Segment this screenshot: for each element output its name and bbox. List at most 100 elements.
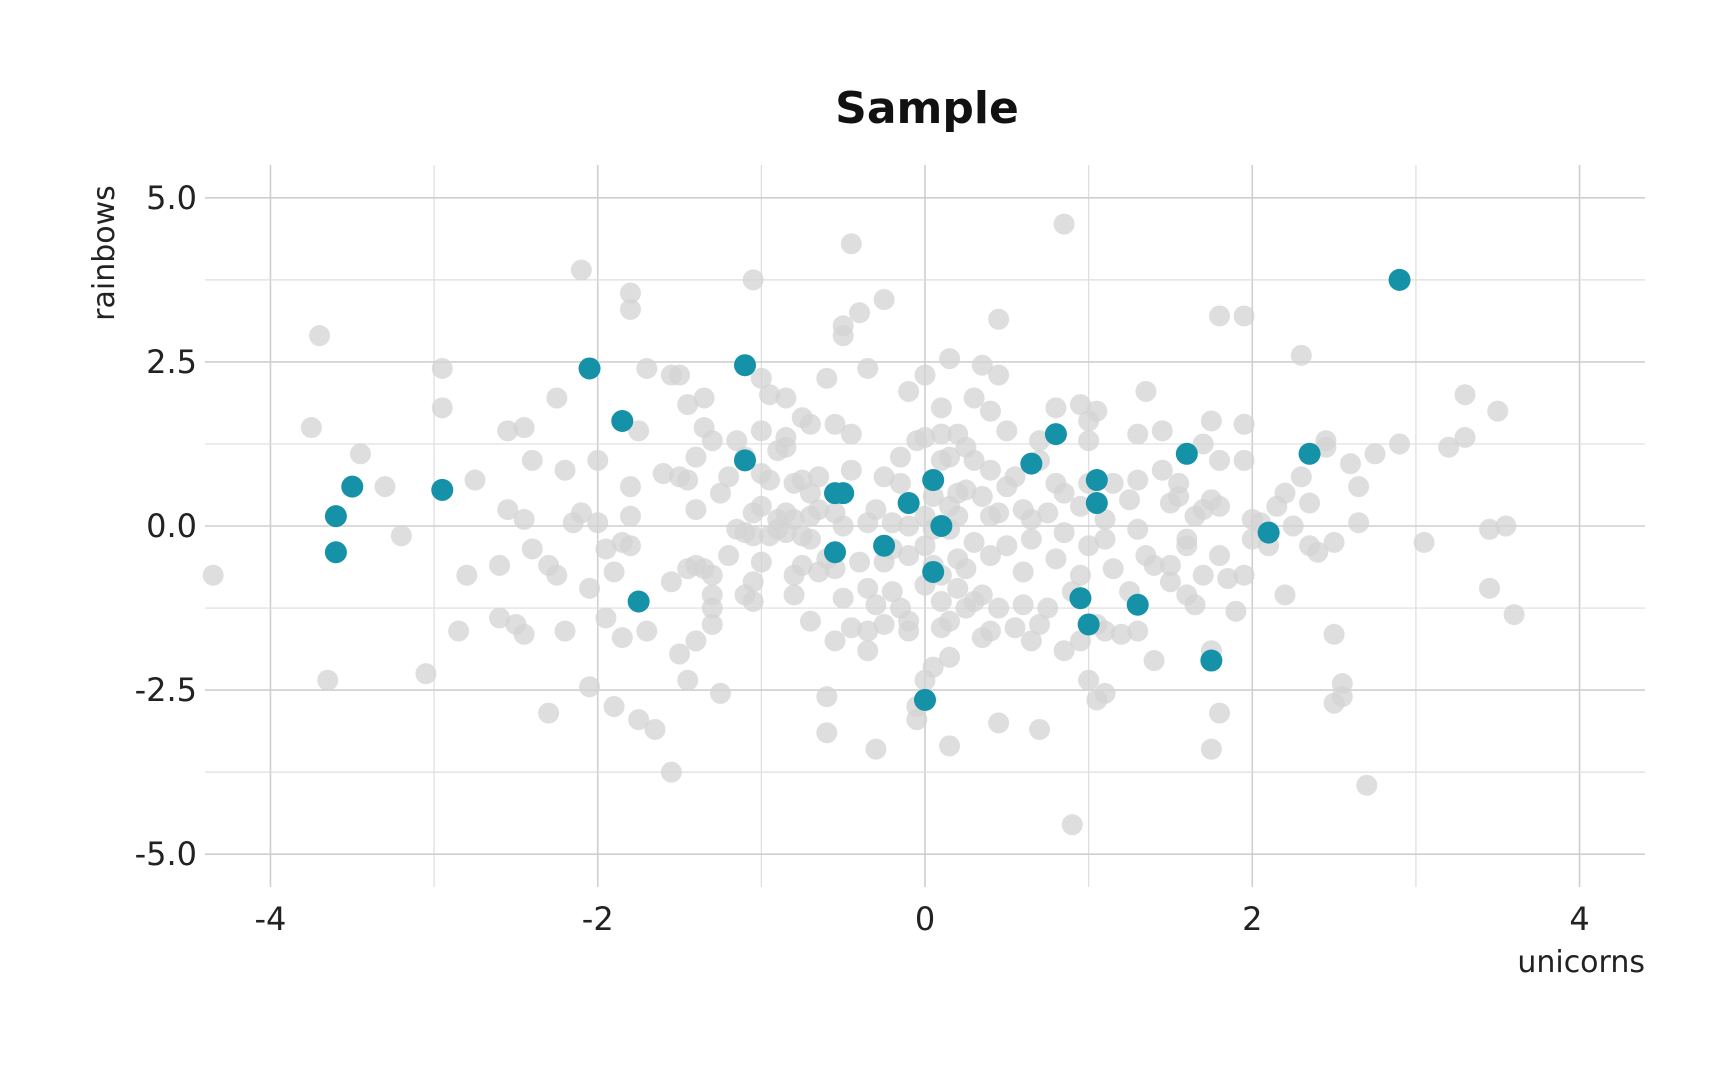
data-point [1127,423,1149,445]
data-point [685,630,707,652]
data-point [1364,443,1386,465]
data-point [1454,426,1476,448]
data-point [988,308,1010,330]
data-point [1135,380,1157,402]
data-point [1037,502,1059,524]
data-point [832,515,854,537]
data-point [808,466,830,488]
data-point [898,515,920,537]
data-point [677,469,699,491]
data-point [497,499,519,521]
data-point [1094,682,1116,704]
data-point [865,738,887,760]
data-point [415,663,437,685]
data-point [873,466,895,488]
data-point [881,581,903,603]
highlighted-points [324,268,1411,711]
data-point [1454,384,1476,406]
data-point [1315,430,1337,452]
data-point [579,676,601,698]
data-point [636,357,658,379]
data-point [1045,397,1067,419]
data-point [1479,518,1501,540]
data-point [1053,482,1075,504]
highlighted-data-point [1257,521,1280,544]
data-point [448,620,470,642]
data-point [1069,564,1091,586]
data-point [955,558,977,580]
x-axis-label: unicorns [1517,945,1645,980]
highlighted-data-point [611,409,634,432]
data-point [873,289,895,311]
data-point [1290,466,1312,488]
x-tick-label: 4 [1569,900,1589,938]
highlighted-data-point [341,475,364,498]
data-point [554,620,576,642]
data-point [628,420,650,442]
data-point [799,528,821,550]
data-point [521,538,543,560]
x-tick-label: 0 [915,900,935,938]
data-point [849,551,871,573]
data-point [1004,617,1026,639]
data-point [619,505,641,527]
data-point [1159,554,1181,576]
data-point [1045,548,1067,570]
data-point [587,449,609,471]
data-point [742,571,764,593]
data-point [930,590,952,612]
highlighted-data-point [1126,593,1149,616]
y-tick-label: 2.5 [146,343,197,381]
data-point [1339,453,1361,475]
data-point [513,417,535,439]
data-point [718,466,740,488]
data-point [677,669,699,691]
highlighted-data-point [578,357,601,380]
data-point [611,627,633,649]
data-point [431,397,453,419]
data-point [840,617,862,639]
data-point [1151,420,1173,442]
data-point [1159,571,1181,593]
data-point [390,525,412,547]
data-point [816,722,838,744]
data-point [1020,508,1042,530]
data-point [1274,482,1296,504]
data-point [971,584,993,606]
data-point [317,669,339,691]
data-point [1029,718,1051,740]
data-point [1012,594,1034,616]
highlighted-data-point [897,492,920,515]
data-point [1094,620,1116,642]
data-point [742,525,764,547]
data-point [759,384,781,406]
data-point [898,380,920,402]
data-point [979,459,1001,481]
data-point [660,761,682,783]
data-point [1209,702,1231,724]
data-point [603,561,625,583]
data-point [685,499,707,521]
data-point [939,446,961,468]
highlighted-data-point [1085,492,1108,515]
data-point [873,613,895,635]
highlighted-data-point [324,505,347,528]
data-point [570,259,592,281]
data-point [939,646,961,668]
data-point [1053,522,1075,544]
data-point [1348,512,1370,534]
data-point [1479,577,1501,599]
highlighted-data-point [922,469,945,492]
background-points [202,213,1525,836]
data-point [300,417,322,439]
data-point [718,545,740,567]
data-point [775,426,797,448]
data-point [1086,400,1108,422]
data-point [1102,558,1124,580]
data-point [546,564,568,586]
data-point [619,282,641,304]
data-point [1233,449,1255,471]
data-point [857,620,879,642]
data-point [1209,545,1231,567]
data-point [930,397,952,419]
